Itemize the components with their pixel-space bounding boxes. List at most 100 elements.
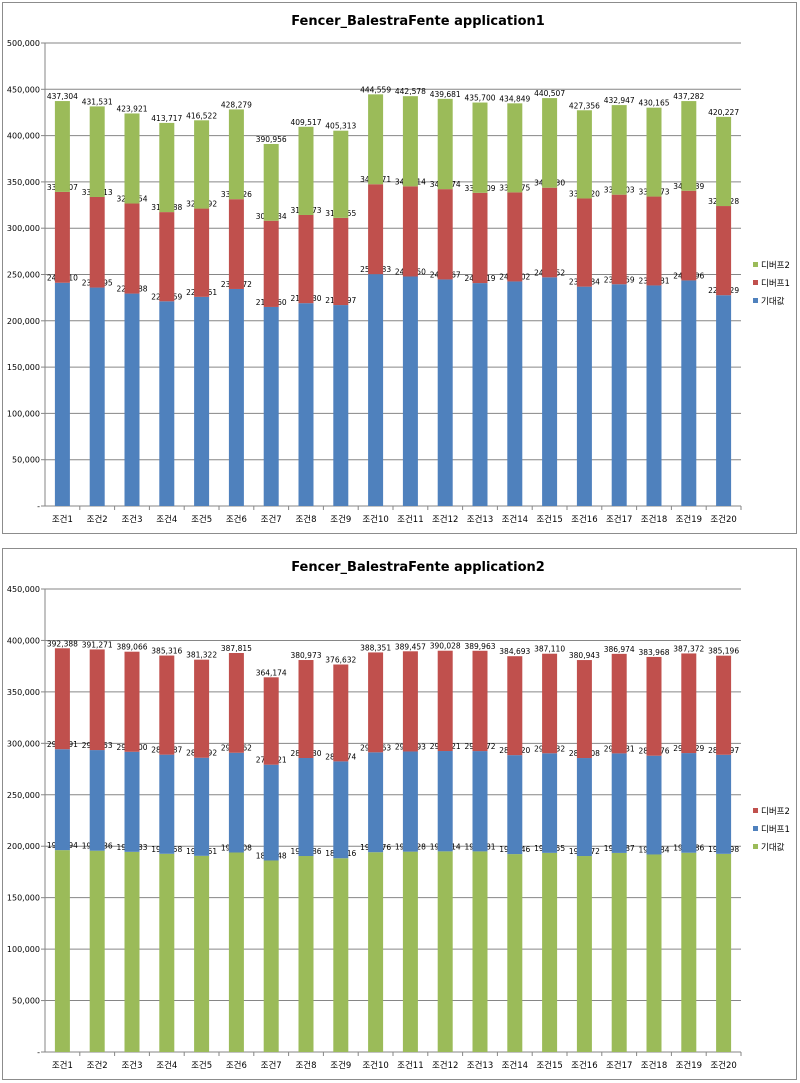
bar-segment: [611, 105, 627, 195]
bar-segment: [681, 101, 697, 191]
bar-segment: [611, 653, 627, 754]
x-tick-label: 조건5: [191, 1060, 212, 1071]
bar-segment: [681, 753, 697, 853]
x-tick-label: 조건7: [261, 514, 282, 525]
bar-segment: [437, 851, 453, 1052]
x-tick-label: 조건18: [641, 1060, 667, 1071]
x-tick-label: 조건5: [191, 514, 212, 525]
bar-segment: [437, 189, 453, 280]
x-tick-label: 조건13: [467, 514, 493, 525]
x-tick-label: 조건1: [52, 514, 73, 525]
bar-segment: [402, 96, 418, 187]
x-tick-label: 조건10: [362, 514, 388, 525]
x-tick-label: 조건17: [606, 1060, 632, 1071]
x-tick-label: 조건8: [295, 1060, 316, 1071]
bar-segment: [54, 850, 70, 1052]
bar-segment: [89, 850, 105, 1052]
y-tick-label: 400,000: [7, 636, 40, 645]
bar-segment: [124, 293, 140, 506]
bar-segment: [576, 286, 592, 506]
bar-segment: [402, 851, 418, 1052]
data-label: 420,227: [708, 108, 739, 117]
bar-segment: [194, 855, 210, 1052]
legend-label: 디버프1: [761, 824, 790, 835]
y-tick-label: 100,000: [7, 945, 40, 954]
bar-segment: [507, 281, 523, 506]
data-label: 387,815: [221, 644, 252, 653]
chart-1: Fencer_BalestraFente application1 - 50,000…: [7, 14, 790, 525]
data-label: 444,559: [360, 85, 391, 94]
bar-segment: [576, 758, 592, 857]
bar-segment: [716, 853, 732, 1052]
bar-segment: [159, 853, 175, 1052]
x-tick-label: 조건4: [156, 1060, 177, 1071]
y-tick-label: 250,000: [7, 791, 40, 800]
bar-segment: [437, 650, 453, 752]
x-tick-label: 조건7: [261, 1060, 282, 1071]
bar-segment: [646, 107, 662, 197]
x-tick-label: 조건19: [676, 514, 702, 525]
bar-segment: [89, 196, 105, 288]
bar-segment: [646, 196, 662, 286]
bar-segment: [507, 192, 523, 282]
x-tick-label: 조건2: [87, 1060, 108, 1071]
bar-segment: [681, 280, 697, 506]
bar-segment: [542, 753, 558, 853]
bar-segment: [472, 192, 488, 284]
x-tick-label: 조건9: [330, 1060, 351, 1071]
data-label: 409,517: [290, 118, 321, 127]
y-tick-label: -: [37, 502, 40, 511]
x-tick-label: 조건12: [432, 1060, 458, 1071]
bar-segment: [298, 758, 314, 857]
y-tick-label: 450,000: [7, 85, 40, 94]
bar-segment: [507, 103, 523, 193]
data-label: 390,028: [430, 642, 461, 651]
x-tick-label: 조건3: [121, 1060, 142, 1071]
x-tick-label: 조건11: [397, 514, 423, 525]
bar-segment: [194, 757, 210, 856]
bar-segment: [681, 653, 697, 754]
legend-label: 기대값: [761, 296, 785, 307]
bar-segment: [437, 751, 453, 852]
bar-segment: [159, 754, 175, 854]
data-label: 437,282: [673, 92, 704, 101]
bar-segment: [507, 755, 523, 855]
data-label: 385,196: [708, 647, 739, 656]
x-tick-label: 조건20: [710, 514, 736, 525]
chart-panel-1: Fencer_BalestraFente application1 - 50,000…: [2, 2, 797, 534]
bar-segment: [402, 276, 418, 506]
bar-segment: [472, 751, 488, 852]
bar-segment: [333, 858, 349, 1052]
bar-segment: [611, 753, 627, 853]
bar-segment: [646, 854, 662, 1052]
bar-segment: [402, 751, 418, 852]
bar-segment: [228, 199, 244, 289]
y-tick-label: 300,000: [7, 224, 40, 233]
x-tick-label: 조건6: [226, 1060, 247, 1071]
x-tick-label: 조건20: [710, 1060, 736, 1071]
data-label: 427,356: [569, 101, 600, 110]
bar-segment: [159, 655, 175, 755]
bar-segment: [54, 191, 70, 283]
x-tick-label: 조건14: [502, 514, 528, 525]
bar-segment: [716, 206, 732, 296]
bar-segment: [228, 288, 244, 506]
bar-segment: [54, 282, 70, 506]
bar-segment: [368, 852, 384, 1052]
chart-2: Fencer_BalestraFente application2 - 50,000…: [7, 560, 790, 1071]
x-tick-label: 조건15: [536, 1060, 562, 1071]
bar-segment: [263, 220, 279, 307]
x-tick-label: 조건14: [502, 1060, 528, 1071]
x-tick-label: 조건1: [52, 1060, 73, 1071]
y-tick-label: 500,000: [7, 39, 40, 48]
bar-segment: [228, 752, 244, 853]
bar-segment: [298, 303, 314, 506]
y-tick-label: 450,000: [7, 585, 40, 594]
x-tick-label: 조건16: [571, 514, 597, 525]
bar-segment: [263, 143, 279, 221]
bar-segment: [542, 653, 558, 754]
x-tick-label: 조건3: [121, 514, 142, 525]
data-label: 383,968: [638, 648, 669, 657]
bar-segment: [611, 852, 627, 1052]
legend-label: 디버프2: [761, 806, 790, 817]
